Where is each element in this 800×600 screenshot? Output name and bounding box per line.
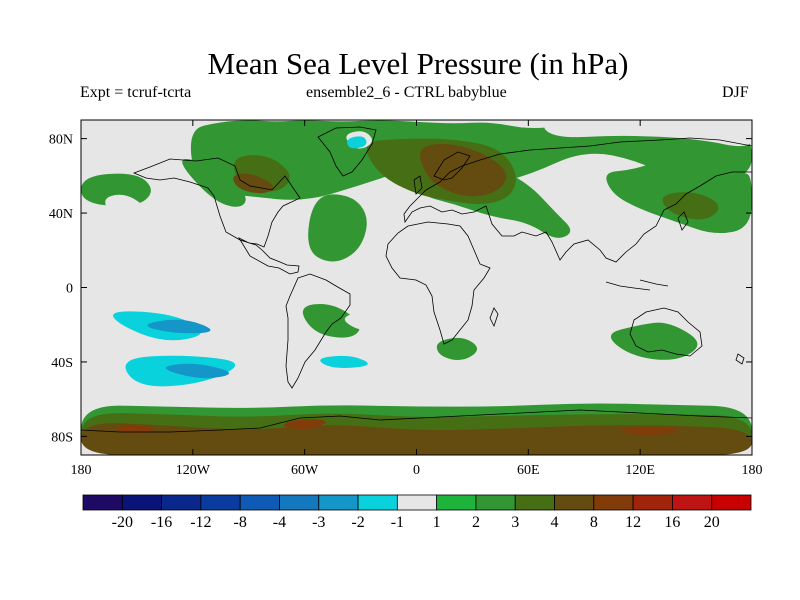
lat-tick-label-1: 40N [49, 207, 73, 222]
lat-tick-label-0: 80N [49, 133, 73, 148]
colorbar-box-13 [593, 494, 634, 511]
colorbar-box-3 [200, 494, 241, 511]
colorbar-box-8 [396, 494, 438, 511]
contour-region-7 [182, 158, 246, 207]
lon-tick-label-0: 180 [71, 463, 92, 478]
contour-region-27 [344, 312, 390, 331]
colorbar-box-0 [82, 494, 123, 511]
lon-tick-label-1: 120W [176, 463, 211, 478]
contour-region-23 [544, 120, 752, 147]
colorbar-label-6: -2 [351, 514, 364, 531]
coastline-japan [677, 211, 689, 231]
colorbar-label-4: -4 [273, 514, 286, 531]
colorbar-label-2: -12 [190, 514, 211, 531]
colorbar-box-11 [514, 494, 555, 511]
contour-region-20 [81, 137, 88, 148]
coastline-australia [629, 307, 703, 357]
colorbar-box-1 [121, 494, 162, 511]
coastline-north-america [132, 157, 301, 275]
contour-region-5 [621, 426, 678, 435]
coastline-uk [413, 175, 423, 195]
colorbar-label-13: 12 [625, 514, 641, 531]
contour-region-29 [81, 370, 88, 391]
contour-region-12 [302, 304, 360, 338]
pressure-field [81, 120, 752, 455]
lon-tick-label-3: 0 [413, 463, 420, 478]
colorbar-label-14: 16 [664, 514, 680, 531]
contour-region-14 [610, 322, 698, 360]
contour-region-35 [347, 136, 367, 149]
contour-region-28 [709, 357, 752, 386]
contour-region-32 [147, 319, 211, 334]
colorbar-label-12: 8 [590, 514, 598, 531]
lon-tick-label-5: 120E [625, 463, 655, 478]
contour-region-13 [436, 337, 478, 360]
colorbar-label-15: 20 [704, 514, 720, 531]
coastline-eurasia-africa [385, 221, 491, 345]
lat-tick-label-2: 0 [66, 282, 73, 297]
coastline-madagascar [489, 307, 499, 328]
lat-tick-label-4: 80S [51, 430, 73, 445]
center-subtitle: ensemble2_6 - CTRL babyblue [306, 84, 507, 101]
coastline-south-america [285, 273, 351, 389]
lon-tick-label-6: 180 [742, 463, 763, 478]
contour-region-34 [320, 355, 368, 368]
colorbar-box-12 [554, 494, 595, 511]
coastlines [81, 126, 752, 433]
colorbar-box-16 [711, 494, 752, 511]
contour-region-8 [308, 194, 367, 262]
colorbar-label-11: 4 [551, 514, 559, 531]
colorbar-label-5: -3 [312, 514, 325, 531]
contour-region-4 [283, 419, 326, 430]
colorbar-box-2 [161, 494, 202, 511]
coastline-indonesia [605, 279, 669, 291]
colorbar-label-1: -16 [151, 514, 172, 531]
colorbar-box-5 [279, 494, 320, 511]
coastline-scandinavia [433, 151, 471, 181]
contour-region-22 [105, 194, 145, 221]
colorbar-box-6 [318, 494, 359, 511]
colorbar-box-14 [632, 494, 673, 511]
colorbar: -20 -16 -12 -8 -4 -3 -2 -1 1 2 3 4 8 12 16 20 [82, 494, 752, 531]
colorbar-label-7: -1 [391, 514, 404, 531]
contour-region-9 [81, 173, 151, 206]
coastline-greenland [317, 126, 377, 177]
coastline-europe-asia [403, 137, 752, 263]
colorbar-label-8: 1 [433, 514, 441, 531]
right-subtitle: DJF [722, 84, 749, 101]
axis-ticks: 80N 40N 0 40S 80S 180 120W 60W 0 60E 120E 180 [49, 120, 763, 478]
colorbar-box-9 [436, 494, 477, 511]
contour-region-17 [662, 192, 719, 220]
contour-region-19 [420, 144, 507, 197]
colorbar-label-0: -20 [112, 514, 133, 531]
left-subtitle: Expt = tcruf-tcrta [80, 84, 192, 101]
lat-tick-label-3: 40S [51, 356, 73, 371]
contour-region-2 [81, 423, 752, 455]
colorbar-box-7 [357, 494, 398, 511]
colorbar-label-10: 3 [511, 514, 519, 531]
colorbar-box-4 [239, 494, 280, 511]
contour-region-3 [115, 424, 154, 434]
colorbar-label-3: -8 [234, 514, 247, 531]
contour-region-33 [165, 363, 230, 379]
colorbar-label-9: 2 [472, 514, 480, 531]
coastline-new-zealand [735, 353, 745, 365]
chart-title: Mean Sea Level Pressure (in hPa) [207, 46, 629, 81]
lon-tick-label-2: 60W [291, 463, 319, 478]
colorbar-box-15 [672, 494, 713, 511]
coastline-antarctica [81, 409, 752, 433]
colorbar-box-10 [475, 494, 516, 511]
lon-tick-label-4: 60E [517, 463, 540, 478]
